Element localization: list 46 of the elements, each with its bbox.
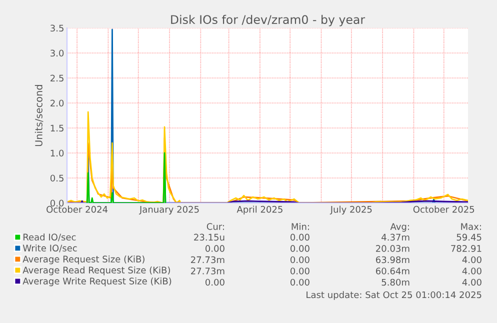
line-series bbox=[86, 152, 166, 203]
x-tick-label: October 2025 bbox=[413, 206, 474, 213]
y-tick-label: 3.5 bbox=[50, 24, 64, 32]
legend-label: Average Request Size (KiB) bbox=[22, 256, 144, 264]
text: 0.00 bbox=[205, 278, 224, 286]
y-tick-label: 1.5 bbox=[50, 124, 64, 132]
y-tick-label: 3.0 bbox=[50, 50, 64, 57]
text: 5.80m bbox=[382, 278, 410, 286]
text: 0.00 bbox=[290, 234, 310, 241]
x-tick-label: January 2025 bbox=[139, 206, 199, 215]
legend-label: Write IO/sec bbox=[22, 244, 77, 252]
chart-title: Disk IOs for /dev/zram0 - by year bbox=[171, 14, 366, 26]
text: 60.64m bbox=[376, 268, 410, 274]
text: Max: bbox=[461, 223, 481, 230]
text: 0.00 bbox=[290, 245, 310, 252]
text: 63.98m bbox=[376, 256, 410, 264]
text: 27.73m bbox=[191, 256, 224, 264]
text: 0.00 bbox=[205, 245, 224, 252]
text: 4.00 bbox=[462, 278, 482, 286]
x-tick-label: October 2024 bbox=[46, 206, 108, 213]
legend-label: Read IO/sec bbox=[24, 234, 76, 242]
text: 23.15u bbox=[194, 234, 224, 241]
legend-label: Average Read Request Size (KiB) bbox=[22, 266, 170, 276]
text: 4.37m bbox=[382, 234, 410, 241]
y-tick-label: 2.5 bbox=[50, 74, 64, 82]
x-tick-label: July 2025 bbox=[330, 206, 372, 215]
text: 59.45 bbox=[456, 234, 482, 241]
text: Avg: bbox=[390, 223, 409, 232]
text: 0.00 bbox=[290, 256, 310, 264]
text: 27.73m bbox=[191, 268, 224, 274]
y-tick-label: 0.0 bbox=[50, 200, 64, 207]
text: 4.00 bbox=[462, 268, 482, 274]
text: 782.91 bbox=[451, 245, 482, 252]
y-tick-label: 0.5 bbox=[50, 174, 64, 182]
text: 20.03m bbox=[376, 245, 410, 252]
text: 0.00 bbox=[290, 268, 310, 274]
text: 0.00 bbox=[290, 278, 310, 286]
y-tick-label: 1.0 bbox=[50, 150, 64, 157]
y-tick-label: 2.0 bbox=[50, 100, 64, 107]
text: Min: bbox=[292, 222, 309, 230]
y-axis-title: Units/second bbox=[34, 84, 44, 146]
legend-label: Average Write Request Size (KiB) bbox=[22, 277, 172, 286]
x-tick-label: April 2025 bbox=[236, 206, 282, 215]
text: Cur: bbox=[206, 223, 224, 230]
text: 4.00 bbox=[462, 256, 482, 264]
text: Last update: Sat Oct 25 01:00:14 2025 bbox=[306, 291, 482, 300]
